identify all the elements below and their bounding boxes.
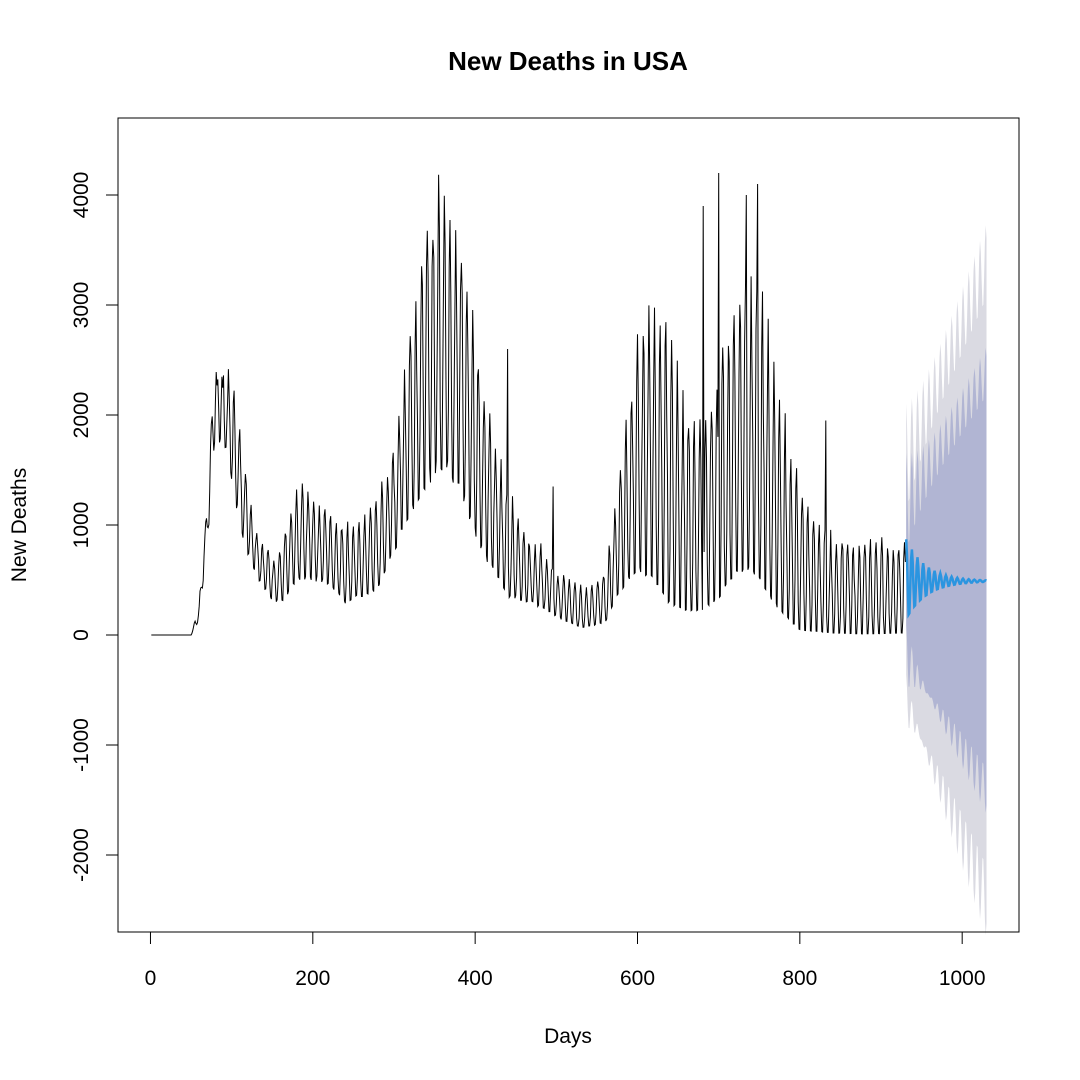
x-tick-label: 800 [782,967,817,990]
plot-frame [117,117,1020,933]
x-axis-label: Days [544,1025,592,1048]
x-tick-label: 200 [295,967,330,990]
observed-series-line [151,172,906,636]
x-tick-label: 1000 [939,967,986,990]
x-tick-label: 600 [620,967,655,990]
y-tick-label: 1000 [70,502,93,549]
y-tick-label: -2000 [70,828,93,882]
x-tick-label: 400 [458,967,493,990]
y-tick-label: -1000 [70,718,93,772]
x-axis: 0 200 400 600 800 1000 [145,931,986,990]
chart-title: New Deaths in USA [448,46,688,76]
forecast-series-layer [904,539,987,619]
x-tick-label: 0 [145,967,157,990]
y-tick-label: 3000 [70,282,93,329]
forecast-mean-line [904,539,987,619]
observed-series-layer [151,172,906,636]
y-tick-label: 0 [70,629,93,641]
y-axis-label: New Deaths [8,468,31,582]
y-tick-label: 4000 [70,172,93,219]
y-tick-label: 2000 [70,392,93,439]
y-axis: -2000 -1000 0 1000 2000 3000 4000 [70,172,119,882]
